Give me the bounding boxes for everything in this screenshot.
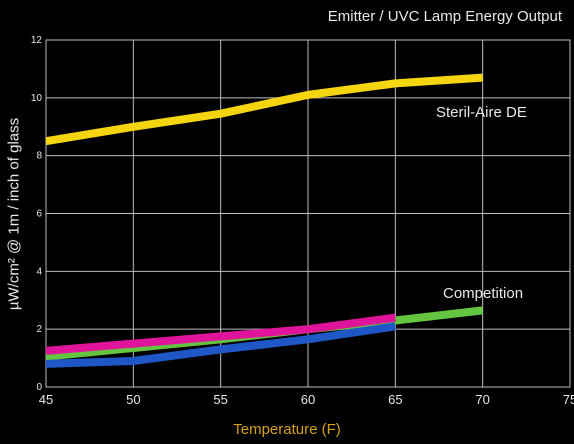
y-axis-label: µW/cm² @ 1m / inch of glass bbox=[5, 117, 23, 311]
y-tick-label: 12 bbox=[31, 35, 43, 46]
x-axis-label: Temperature (F) bbox=[233, 421, 341, 438]
series-line-4 bbox=[45, 322, 396, 368]
y-tick-label: 6 bbox=[36, 209, 42, 220]
annotation-steril-aire: Steril-Aire DE bbox=[436, 104, 527, 121]
x-tick-label: 75 bbox=[563, 392, 574, 407]
x-tick-label: 65 bbox=[388, 392, 402, 407]
x-tick-label: 50 bbox=[126, 392, 140, 407]
y-tick-label: 8 bbox=[36, 151, 42, 162]
annotation-competition: Competition bbox=[443, 285, 524, 302]
tick-labels: 45 50 55 60 65 70 75 0 2 4 6 8 10 12 bbox=[31, 35, 574, 407]
x-tick-label: 60 bbox=[301, 392, 315, 407]
y-tick-label: 0 bbox=[36, 382, 42, 393]
x-tick-label: 70 bbox=[475, 392, 489, 407]
y-tick-label: 2 bbox=[36, 324, 42, 335]
y-tick-label: 4 bbox=[36, 266, 42, 277]
x-tick-label: 55 bbox=[213, 392, 227, 407]
series-line-3 bbox=[45, 313, 396, 355]
series-line-1 bbox=[45, 73, 483, 146]
chart-title: Emitter / UVC Lamp Energy Output bbox=[327, 8, 562, 25]
series-lines bbox=[45, 73, 484, 368]
y-tick-label: 10 bbox=[31, 93, 43, 104]
x-tick-label: 45 bbox=[39, 392, 53, 407]
